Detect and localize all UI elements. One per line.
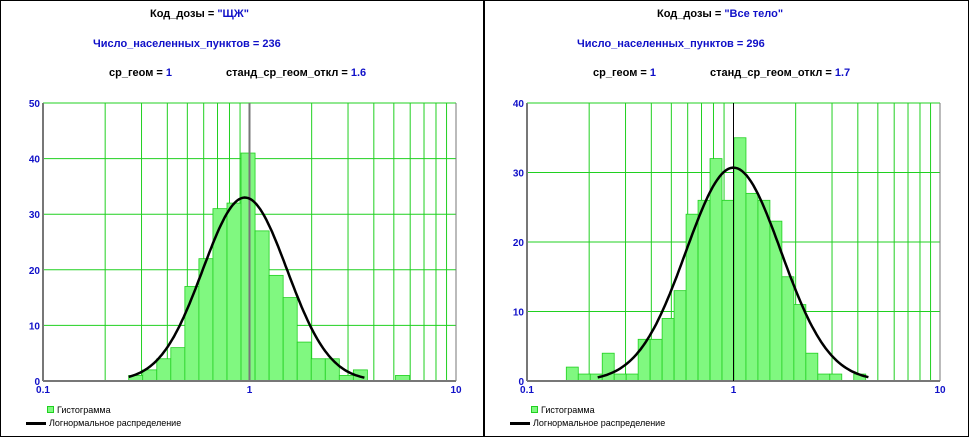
histogram-bar [310,358,326,382]
geo-mean: ср_геом = 1 [109,67,173,79]
settlement-count: Число_населенных_пунктов = 236 [93,38,281,50]
histogram-plot: 0 10 20 30 40 0.1 1 10 [513,99,946,396]
histogram-bar [212,208,228,382]
y-tick-label: 0 [518,377,524,388]
histogram-bar [565,366,579,382]
histogram-bar [757,199,771,382]
x-tick-label: 1 [247,385,253,396]
histogram-bar [817,373,831,382]
y-tick-label: 40 [29,155,41,166]
panel-thyroid: Код_дозы = "ЩЖ" Число_населенных_пунктов… [0,0,484,437]
histogram-bar [781,276,795,382]
histogram-bar [324,358,340,382]
legend-lognormal: Логнормальное распределение [510,418,665,428]
legend-histogram: Гистограмма [531,405,595,415]
legend-histogram: Гистограмма [47,405,111,415]
y-tick-label: 10 [29,321,41,332]
y-tick-label: 0 [34,377,40,388]
y-tick-label: 30 [29,210,41,221]
geo-std: станд_ср_геом_откл = 1.6 [226,67,367,79]
histogram-bar [769,220,783,382]
legend-lognormal: Логнормальное распределение [26,418,181,428]
x-tick-label: 10 [934,385,946,396]
y-tick-label: 10 [513,308,525,319]
histogram-bar [296,341,312,382]
histogram-bar [697,199,711,382]
x-tick-label: 0.1 [36,385,50,396]
histogram-bar [156,358,172,382]
histogram-bar [625,373,639,382]
histogram-bar [661,318,675,382]
histogram-bar [685,213,699,382]
histogram-bar [673,290,687,382]
histogram-bar [170,347,186,382]
histogram-bar [721,199,735,382]
histogram-bar [282,297,298,382]
geo-mean: ср_геом = 1 [593,67,657,79]
histogram-bar [268,274,284,382]
x-tick-label: 10 [450,385,462,396]
histogram-bar [709,158,723,382]
lognormal-curve [128,196,365,379]
histogram-bar [745,192,759,382]
y-tick-label: 20 [29,266,41,277]
histogram-swatch-icon [47,406,54,413]
y-tick-label: 40 [513,99,525,110]
histogram-bar [793,304,807,382]
line-swatch-icon [26,422,46,426]
geo-std: станд_ср_геом_откл = 1.7 [710,67,851,79]
dose-code-title: Код_дозы = "ЩЖ" [150,8,249,20]
settlement-count: Число_населенных_пунктов = 296 [577,38,765,50]
histogram-bar [649,338,663,382]
y-tick-label: 30 [513,169,525,180]
histogram-bar [142,369,158,382]
histogram-bar [254,230,270,382]
x-tick-label: 1 [731,385,737,396]
x-tick-label: 0.1 [520,385,534,396]
y-tick-label: 50 [29,99,41,110]
histogram-bar [226,202,242,382]
lognormal-curve [597,166,869,379]
panel-whole-body: Код_дозы = "Все тело" Число_населенных_п… [484,0,969,437]
histogram-bar [577,373,591,382]
histogram-plot: 0 10 20 30 40 50 0.1 1 10 [29,99,462,396]
dose-code-title: Код_дозы = "Все тело" [657,8,784,20]
histogram-bar [240,152,256,382]
histogram-bar [613,373,627,382]
line-swatch-icon [510,422,530,426]
y-tick-label: 20 [513,238,525,249]
histogram-bar [829,373,843,382]
histogram-bar [805,352,819,382]
histogram-swatch-icon [531,406,538,413]
